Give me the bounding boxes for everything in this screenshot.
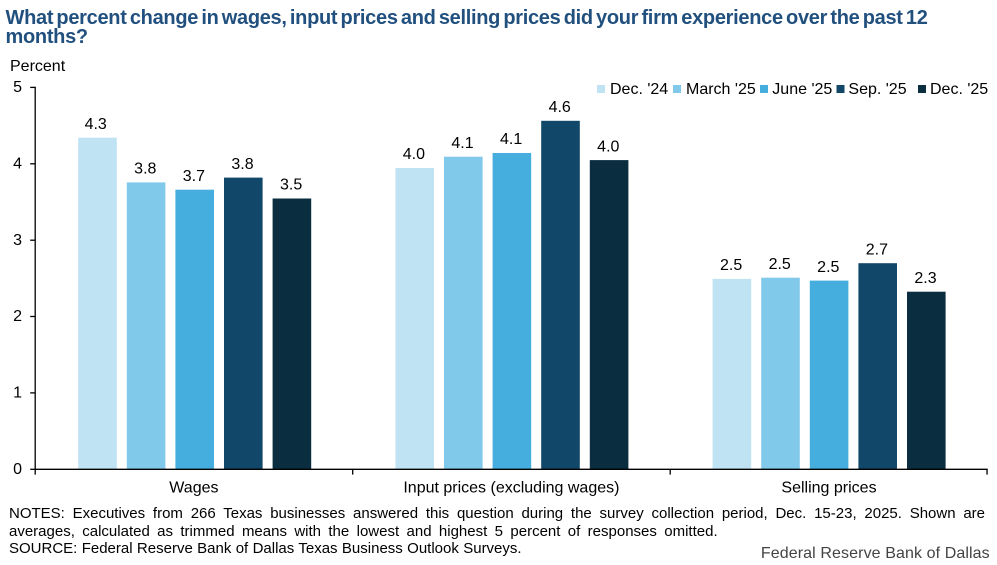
- svg-text:3: 3: [13, 232, 22, 249]
- svg-text:4.0: 4.0: [403, 146, 425, 163]
- svg-text:Percent: Percent: [10, 58, 66, 75]
- svg-text:Dec. '25: Dec. '25: [930, 81, 988, 98]
- svg-text:2.5: 2.5: [769, 256, 791, 273]
- svg-text:March '25: March '25: [686, 81, 756, 98]
- svg-text:2.5: 2.5: [720, 257, 742, 274]
- svg-text:4.1: 4.1: [451, 135, 473, 152]
- svg-text:3.5: 3.5: [280, 177, 302, 194]
- svg-text:Dec. '24: Dec. '24: [610, 81, 668, 98]
- svg-text:3.7: 3.7: [183, 168, 205, 185]
- svg-text:Wages: Wages: [169, 480, 218, 497]
- svg-text:2: 2: [13, 308, 22, 325]
- svg-text:5: 5: [13, 79, 22, 96]
- svg-text:4.1: 4.1: [500, 131, 522, 148]
- svg-text:4.6: 4.6: [549, 99, 571, 116]
- svg-text:2.5: 2.5: [817, 259, 839, 276]
- svg-text:Selling prices: Selling prices: [781, 480, 876, 497]
- svg-text:2.3: 2.3: [914, 270, 936, 287]
- svg-text:1: 1: [13, 385, 22, 402]
- svg-text:Sep. '25: Sep. '25: [848, 81, 906, 98]
- svg-text:4.0: 4.0: [597, 138, 619, 155]
- svg-text:2.7: 2.7: [866, 241, 888, 258]
- svg-text:0: 0: [13, 461, 22, 478]
- svg-text:June '25: June '25: [772, 81, 832, 98]
- svg-text:Input prices (excluding wages): Input prices (excluding wages): [403, 480, 619, 497]
- svg-text:4.3: 4.3: [85, 116, 107, 133]
- svg-text:3.8: 3.8: [134, 161, 156, 178]
- svg-text:3.8: 3.8: [231, 156, 253, 173]
- svg-text:4: 4: [13, 156, 22, 173]
